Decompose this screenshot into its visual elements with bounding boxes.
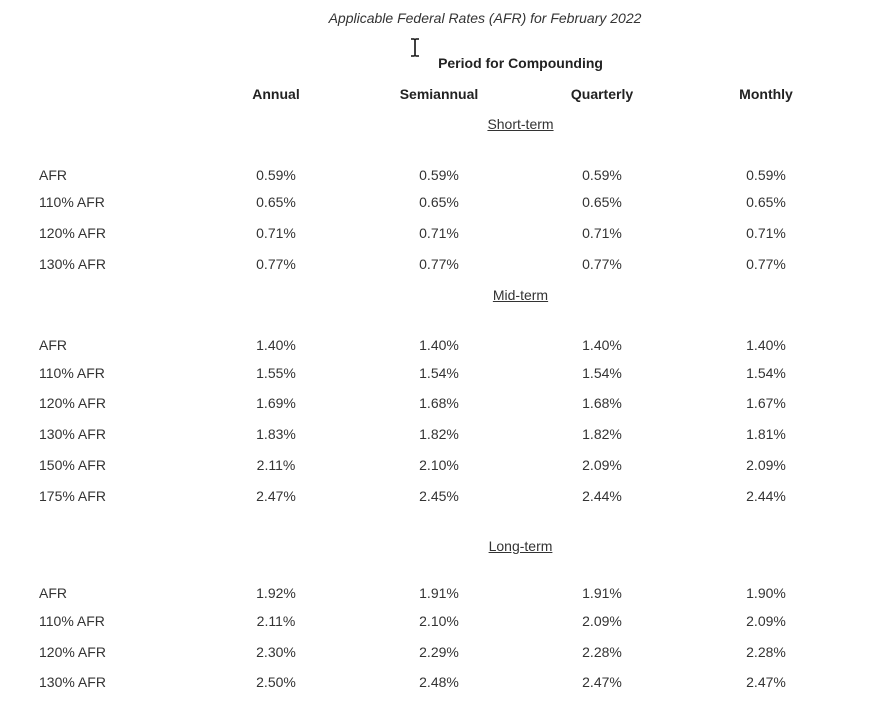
rate-value: 0.65% xyxy=(256,194,296,210)
rate-value: 2.47% xyxy=(582,674,622,690)
rate-value: 0.71% xyxy=(256,225,296,241)
column-header-monthly: Monthly xyxy=(739,86,793,102)
rate-value: 0.65% xyxy=(582,194,622,210)
rate-value: 2.28% xyxy=(582,644,622,660)
rate-value: 1.40% xyxy=(256,337,296,353)
row-label: 110% AFR xyxy=(39,365,105,381)
row-label: 130% AFR xyxy=(39,674,106,690)
rate-value: 2.10% xyxy=(419,457,459,473)
rate-value: 2.47% xyxy=(746,674,786,690)
row-label: 120% AFR xyxy=(39,225,106,241)
section-heading-long-term: Long-term xyxy=(488,538,553,554)
row-label: 130% AFR xyxy=(39,256,106,272)
rate-value: 0.77% xyxy=(746,256,786,272)
rate-value: 1.55% xyxy=(256,365,296,381)
rate-value: 2.10% xyxy=(419,613,459,629)
rate-value: 2.45% xyxy=(419,488,459,504)
rate-value: 1.54% xyxy=(746,365,786,381)
rate-value: 1.40% xyxy=(419,337,459,353)
rate-value: 1.82% xyxy=(419,426,459,442)
row-label: 175% AFR xyxy=(39,488,106,504)
rate-value: 0.65% xyxy=(746,194,786,210)
rate-value: 1.91% xyxy=(582,585,622,601)
rate-value: 2.29% xyxy=(419,644,459,660)
rate-value: 0.59% xyxy=(746,167,786,183)
rate-value: 0.77% xyxy=(582,256,622,272)
row-label: 120% AFR xyxy=(39,395,106,411)
rate-value: 0.71% xyxy=(582,225,622,241)
row-label: AFR xyxy=(39,337,67,353)
row-label: 110% AFR xyxy=(39,613,105,629)
rate-value: 1.68% xyxy=(582,395,622,411)
section-heading-mid-term: Mid-term xyxy=(492,287,549,303)
rate-value: 0.71% xyxy=(419,225,459,241)
rate-value: 1.40% xyxy=(582,337,622,353)
page-title: Applicable Federal Rates (AFR) for Febru… xyxy=(328,10,642,26)
rate-value: 2.09% xyxy=(582,457,622,473)
rate-value: 0.59% xyxy=(256,167,296,183)
row-label: 120% AFR xyxy=(39,644,106,660)
column-header-quarterly: Quarterly xyxy=(570,86,634,102)
rate-value: 2.30% xyxy=(256,644,296,660)
rate-value: 2.11% xyxy=(256,457,296,473)
rate-value: 0.71% xyxy=(746,225,786,241)
rate-value: 0.77% xyxy=(419,256,459,272)
rate-value: 2.09% xyxy=(746,613,786,629)
rate-value: 1.54% xyxy=(582,365,622,381)
rate-value: 1.90% xyxy=(746,585,786,601)
rate-value: 2.48% xyxy=(419,674,459,690)
rate-value: 1.68% xyxy=(419,395,459,411)
rate-value: 2.47% xyxy=(256,488,296,504)
text-cursor-icon xyxy=(411,38,419,57)
rate-value: 2.09% xyxy=(582,613,622,629)
rate-value: 1.40% xyxy=(746,337,786,353)
column-header-annual: Annual xyxy=(252,86,300,102)
rate-value: 2.28% xyxy=(746,644,786,660)
row-label: 150% AFR xyxy=(39,457,106,473)
rate-value: 0.65% xyxy=(419,194,459,210)
row-label: 110% AFR xyxy=(39,194,105,210)
rate-value: 1.82% xyxy=(582,426,622,442)
section-heading-short-term: Short-term xyxy=(487,116,554,132)
rate-value: 2.44% xyxy=(582,488,622,504)
rate-value: 1.69% xyxy=(256,395,296,411)
row-label: 130% AFR xyxy=(39,426,106,442)
rate-value: 2.09% xyxy=(746,457,786,473)
rate-value: 2.50% xyxy=(256,674,296,690)
rate-value: 1.81% xyxy=(746,426,786,442)
rate-value: 2.44% xyxy=(746,488,786,504)
row-label: AFR xyxy=(39,167,67,183)
rate-value: 1.83% xyxy=(256,426,296,442)
rate-value: 0.59% xyxy=(582,167,622,183)
rate-value: 1.92% xyxy=(256,585,296,601)
rate-value: 1.91% xyxy=(419,585,459,601)
rate-value: 2.11% xyxy=(256,613,296,629)
rate-value: 0.77% xyxy=(256,256,296,272)
rate-value: 1.67% xyxy=(746,395,786,411)
row-label: AFR xyxy=(39,585,67,601)
column-header-semiannual: Semiannual xyxy=(399,86,479,102)
rate-value: 1.54% xyxy=(419,365,459,381)
period-heading: Period for Compounding xyxy=(438,55,603,71)
rate-value: 0.59% xyxy=(419,167,459,183)
